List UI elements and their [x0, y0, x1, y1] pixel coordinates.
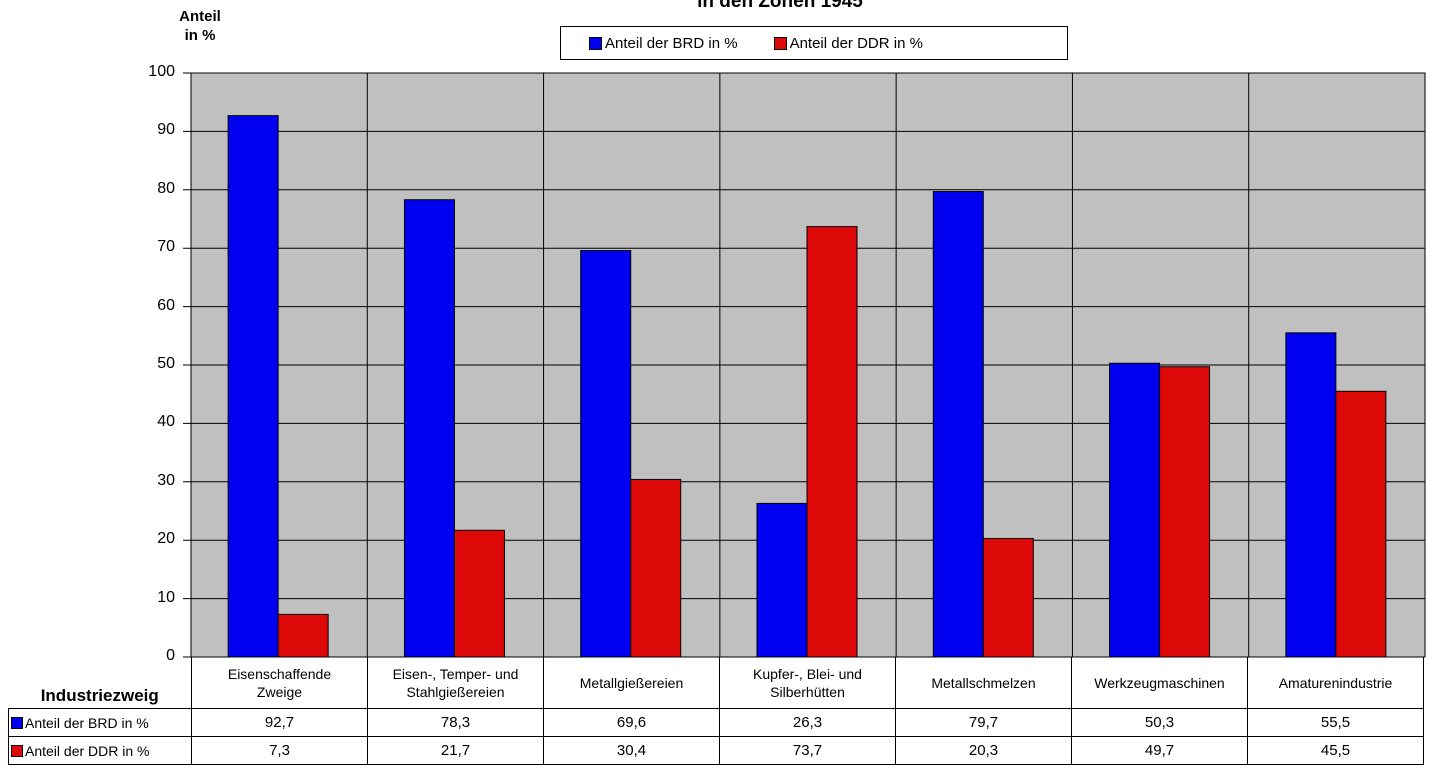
category-label-5-line-0: Werkzeugmaschinen: [1094, 674, 1225, 691]
value-cell-ddr-5: 49,7: [1071, 736, 1248, 765]
value-cell-brd-4: 79,7: [895, 708, 1072, 737]
category-label-3-line-1: Silberhütten: [770, 683, 845, 700]
bar-brd-1: [403, 199, 455, 658]
y-tick-label-40: 40: [157, 413, 175, 431]
category-label-0-line-0: Eisenschaffende: [227, 665, 332, 682]
y-tick-label-20: 20: [157, 530, 175, 548]
chart-title: in den Zonen 1945: [697, 0, 863, 12]
category-label-3-line-0: Kupfer-, Blei- und: [753, 665, 862, 682]
y-tick-label-100: 100: [148, 63, 175, 80]
value-cell-brd-2: 69,6: [543, 708, 720, 737]
y-axis-label-line2: in %: [184, 27, 216, 44]
y-tick-label-80: 80: [157, 179, 175, 197]
table-header: Industriezweig: [40, 686, 159, 705]
category-label-0-line-1: Zweige: [256, 683, 303, 700]
y-tick-label-10: 10: [157, 588, 175, 606]
value-cell-brd-6: 55,5: [1247, 708, 1424, 737]
category-label-4: Metallschmelzen: [895, 657, 1072, 709]
table-row-brd: Anteil der BRD in % 92,7 78,3 69,6 26,3 79,7…: [8, 708, 1424, 737]
value-cell-ddr-3: 73,7: [719, 736, 896, 765]
bar-brd-6: [1285, 332, 1337, 658]
category-label-2: Metallgießereien: [543, 657, 720, 709]
bar-ddr-0: [277, 613, 329, 658]
bar-brd-2: [580, 250, 632, 658]
row-label-brd: Anteil der BRD in %: [8, 708, 192, 737]
row-swatch-brd: [11, 716, 23, 729]
legend: Anteil der BRD in % Anteil der DDR in %: [560, 26, 1068, 60]
bar-ddr-2: [630, 478, 682, 658]
y-tick-label-50: 50: [157, 355, 175, 372]
row-label-brd-text: Anteil der BRD in %: [25, 714, 149, 731]
data-table: Industriezweig Eisenschaffende Zweige Eise…: [8, 657, 1424, 765]
table-row-ddr: Anteil der DDR in % 7,3 21,7 30,4 73,7 20,3 4…: [8, 736, 1424, 765]
value-cell-brd-1: 78,3: [367, 708, 544, 737]
value-cell-ddr-2: 30,4: [543, 736, 720, 765]
value-cell-ddr-6: 45,5: [1247, 736, 1424, 765]
bar-ddr-6: [1335, 390, 1387, 658]
bar-ddr-1: [453, 529, 505, 658]
y-axis-label-line1: Anteil: [179, 8, 221, 25]
category-label-0: Eisenschaffende Zweige: [191, 657, 368, 709]
row-swatch-ddr: [11, 744, 23, 757]
bar-ddr-3: [806, 226, 858, 658]
value-cell-ddr-1: 21,7: [367, 736, 544, 765]
category-label-5: Werkzeugmaschinen: [1071, 657, 1248, 709]
y-tick-label-70: 70: [157, 238, 175, 256]
legend-label-brd: Anteil der BRD in %: [605, 34, 738, 52]
category-label-4-line-0: Metallschmelzen: [931, 674, 1036, 691]
category-label-6-line-0: Amaturenindustrie: [1278, 674, 1393, 691]
category-label-1: Eisen-, Temper- und Stahlgießereien: [367, 657, 544, 709]
value-cell-ddr-0: 7,3: [191, 736, 368, 765]
category-label-1-line-1: Stahlgießereien: [406, 683, 505, 700]
legend-swatch-brd: [589, 36, 602, 50]
value-cell-brd-5: 50,3: [1071, 708, 1248, 737]
row-label-ddr: Anteil der DDR in %: [8, 736, 192, 765]
bar-brd-5: [1109, 362, 1161, 658]
category-label-2-line-0: Metallgießereien: [579, 674, 684, 691]
y-tick-label-30: 30: [157, 471, 175, 489]
y-tick-label-60: 60: [157, 296, 175, 314]
legend-item-brd: Anteil der BRD in %: [589, 35, 738, 52]
category-label-6: Amaturenindustrie: [1247, 657, 1424, 709]
category-row: Industriezweig Eisenschaffende Zweige Eise…: [9, 657, 1424, 709]
value-cell-brd-0: 92,7: [191, 708, 368, 737]
bar-ddr-5: [1159, 366, 1211, 658]
category-label-3: Kupfer-, Blei- und Silberhütten: [719, 657, 896, 709]
y-tick-label-90: 90: [157, 121, 175, 139]
y-tick-label-0: 0: [166, 647, 175, 664]
bar-brd-0: [227, 115, 279, 658]
legend-label-ddr: Anteil der DDR in %: [789, 34, 923, 52]
y-axis-label: Anteil in %: [170, 7, 230, 45]
bar-brd-3: [756, 502, 808, 658]
legend-item-ddr: Anteil der DDR in %: [773, 34, 923, 52]
bar-ddr-4: [982, 537, 1034, 658]
row-label-ddr-text: Anteil der DDR in %: [25, 742, 150, 759]
value-cell-brd-3: 26,3: [719, 708, 896, 737]
bar-brd-4: [932, 191, 984, 658]
value-cell-ddr-4: 20,3: [895, 736, 1072, 765]
category-label-1-line-0: Eisen-, Temper- und: [392, 665, 519, 682]
legend-swatch-ddr: [773, 36, 787, 50]
